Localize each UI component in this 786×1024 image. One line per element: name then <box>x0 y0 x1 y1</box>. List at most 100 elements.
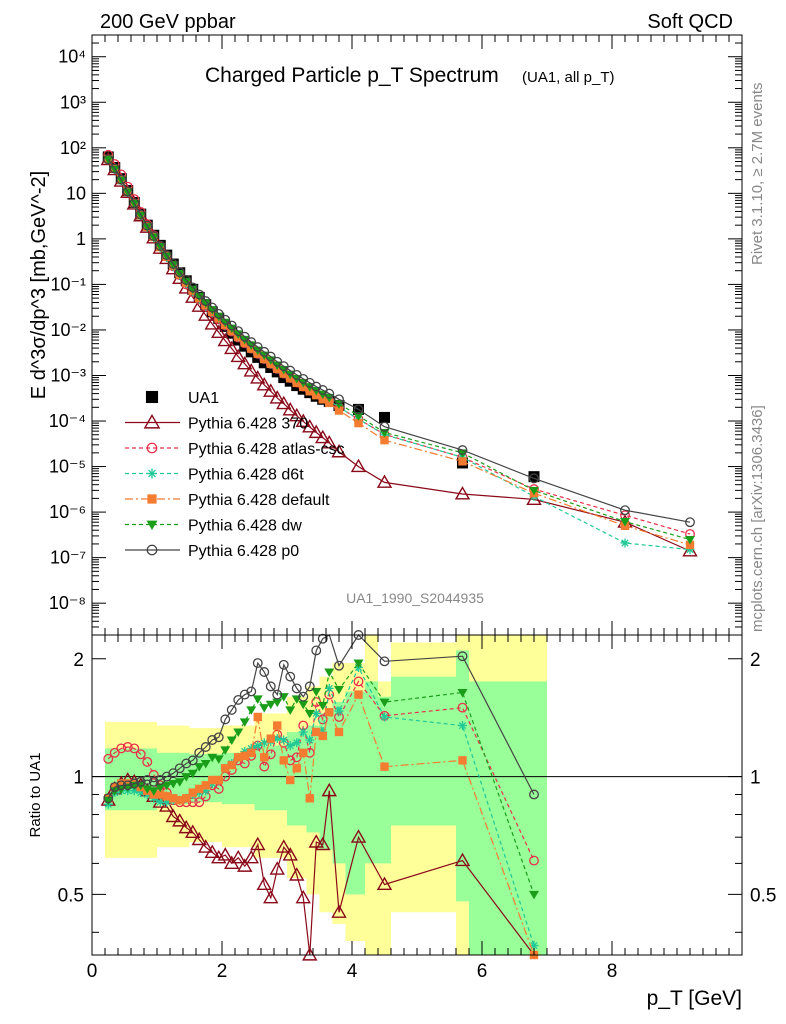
marker-pythia-6-428-370 <box>269 390 285 404</box>
marker-pythia-6-428-default <box>458 756 467 765</box>
marker-pythia-6-428-370 <box>282 847 298 861</box>
marker-pythia-6-428-p0 <box>116 174 127 185</box>
marker-pythia-6-428-p0 <box>334 394 344 405</box>
marker-pythia-6-428-default <box>227 760 236 770</box>
marker-pythia-6-428-p0 <box>457 651 468 662</box>
marker-pythia-6-428-p0 <box>252 342 263 353</box>
marker-ua1 <box>528 471 540 483</box>
marker-pythia-6-428-d6t <box>246 743 256 753</box>
main-y-tick-label: 10⁻⁵ <box>49 457 86 477</box>
marker-pythia-6-428-370 <box>331 443 347 458</box>
marker-pythia-6-428-p0 <box>122 186 133 197</box>
marker-pythia-6-428-dw <box>181 773 192 782</box>
marker-pythia-6-428-p0 <box>103 154 114 165</box>
marker-pythia-6-428-default <box>325 398 334 408</box>
marker-pythia-6-428-370 <box>165 808 181 823</box>
marker-pythia-6-428-370 <box>276 839 292 853</box>
marker-pythia-6-428-d6t <box>129 786 139 796</box>
main-axis-ticks <box>91 34 742 636</box>
marker-pythia-6-428-default <box>334 406 344 415</box>
x-tick-label: 0 <box>87 961 98 982</box>
marker-pythia-6-428-default <box>305 794 314 803</box>
main-y-tick-label: 10 <box>66 183 86 203</box>
marker-pythia-6-428-d6t <box>529 941 539 951</box>
main-y-tick-label: 10³ <box>60 92 86 112</box>
marker-pythia-6-428-370 <box>237 858 253 872</box>
marker-pythia-6-428-p0 <box>259 667 270 677</box>
marker-pythia-6-428-p0 <box>324 388 335 399</box>
marker-pythia-6-428-370 <box>454 852 471 867</box>
marker-pythia-6-428-p0 <box>146 544 158 556</box>
marker-pythia-6-428-p0 <box>174 267 185 278</box>
marker-pythia-6-428-dw <box>311 687 322 697</box>
marker-pythia-6-428-dw <box>142 223 153 232</box>
chart-subtitle: (UA1, all p_T) <box>522 69 615 86</box>
uncertainty-band-inner <box>365 681 378 864</box>
legend-label: Pythia 6.428 dw <box>188 518 302 535</box>
legend-entry: Pythia 6.428 atlas-csc <box>125 441 345 458</box>
marker-pythia-6-428-p0 <box>103 793 114 804</box>
marker-pythia-6-428-p0 <box>109 782 120 793</box>
marker-pythia-6-428-default <box>201 781 210 790</box>
legend-label: Pythia 6.428 p0 <box>188 543 299 560</box>
ratio-panel: 0.5 0.5 1 1 2 2 0 2 4 6 8 Ratio to UA1 p_T [GeV] <box>27 630 776 1010</box>
ratio-y-tick-label-left: 2 <box>73 650 84 671</box>
marker-pythia-6-428-p0 <box>213 732 224 743</box>
marker-pythia-6-428-p0 <box>200 296 211 307</box>
legend-label: Pythia 6.428 atlas-csc <box>188 441 345 458</box>
marker-pythia-6-428-p0 <box>259 346 270 357</box>
marker-pythia-6-428-d6t <box>259 738 269 748</box>
marker-pythia-6-428-370 <box>350 829 367 843</box>
marker-pythia-6-428-p0 <box>220 714 231 725</box>
marker-pythia-6-428-p0 <box>174 763 185 774</box>
ratio-y-tick-label-right: 1 <box>750 768 761 789</box>
marker-pythia-6-428-default <box>188 788 197 797</box>
marker-pythia-6-428-p0 <box>220 314 231 325</box>
marker-pythia-6-428-dw <box>155 783 166 793</box>
marker-pythia-6-428-370 <box>159 798 175 812</box>
ratio-data-series <box>100 630 539 961</box>
marker-pythia-6-428-p0 <box>353 404 364 415</box>
legend: UA1 Pythia 6.428 370 Pythia 6.428 atlas-cs… <box>125 390 345 560</box>
main-y-tick-label: 10⁻³ <box>50 365 86 385</box>
marker-pythia-6-428-atlas-csc <box>135 749 146 760</box>
x-tick-label: 2 <box>217 961 228 982</box>
series-line <box>107 158 691 546</box>
marker-pythia-6-428-dw <box>135 211 146 221</box>
marker-pythia-6-428-dw <box>233 728 244 737</box>
marker-pythia-6-428-atlas-csc <box>353 676 364 687</box>
marker-pythia-6-428-370 <box>256 377 272 391</box>
marker-pythia-6-428-p0 <box>155 240 166 251</box>
marker-pythia-6-428-p0 <box>129 778 140 789</box>
marker-pythia-6-428-d6t <box>155 797 165 807</box>
marker-pythia-6-428-default <box>458 457 467 466</box>
ratio-y-tick-label-left: 1 <box>73 768 84 789</box>
marker-pythia-6-428-p0 <box>181 758 192 769</box>
uncertainty-band-inner <box>521 681 547 955</box>
marker-pythia-6-428-atlas-csc <box>213 783 224 794</box>
marker-pythia-6-428-370 <box>263 383 279 397</box>
marker-pythia-6-428-dw <box>109 165 120 175</box>
marker-pythia-6-428-p0 <box>304 681 315 692</box>
marker-pythia-6-428-default <box>380 762 389 771</box>
marker-pythia-6-428-370 <box>224 340 240 355</box>
main-y-axis-label: E d^3σ/dp^3 [mb,GeV^-2] <box>28 171 50 399</box>
marker-pythia-6-428-dw <box>213 312 224 322</box>
x-tick-labels: 0 2 4 6 8 <box>87 961 618 982</box>
marker-pythia-6-428-p0 <box>239 689 250 700</box>
marker-pythia-6-428-dw <box>187 769 198 779</box>
legend-label: Pythia 6.428 d6t <box>188 467 304 484</box>
marker-pythia-6-428-p0 <box>168 259 179 269</box>
marker-pythia-6-428-d6t <box>253 741 263 751</box>
marker-pythia-6-428-370 <box>302 419 318 433</box>
marker-pythia-6-428-p0 <box>379 421 390 432</box>
uncertainty-band-inner <box>345 691 365 895</box>
uncertainty-band-inner <box>332 702 346 864</box>
marker-pythia-6-428-dw <box>194 763 205 772</box>
legend-entry: Pythia 6.428 p0 <box>125 543 299 560</box>
marker-pythia-6-428-d6t <box>240 746 250 756</box>
marker-pythia-6-428-p0 <box>168 768 179 779</box>
marker-pythia-6-428-p0 <box>311 645 322 656</box>
ratio-plot-frame <box>91 634 743 956</box>
